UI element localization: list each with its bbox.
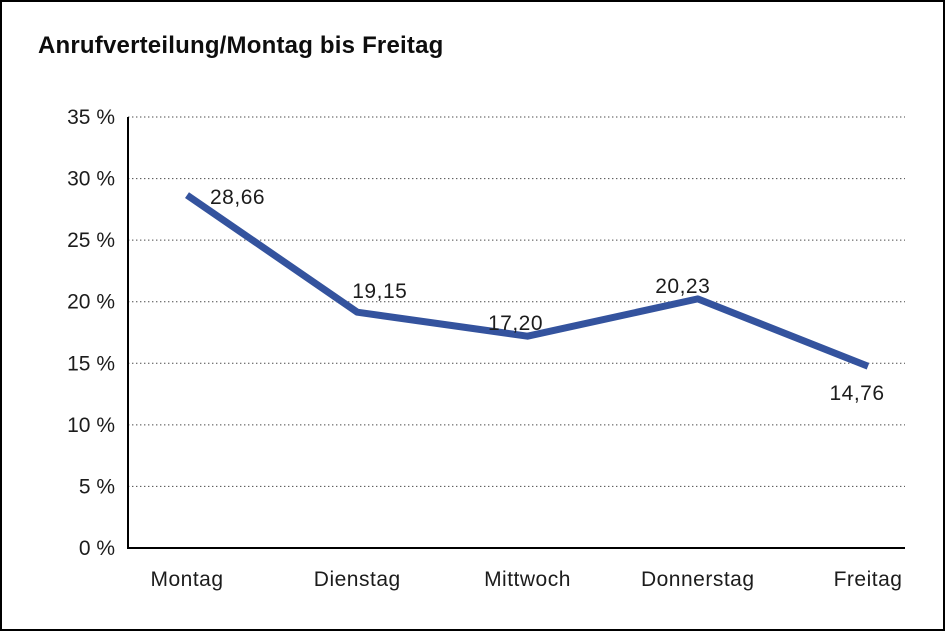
point-label: 28,66: [210, 186, 265, 209]
x-tick-label: Mittwoch: [484, 568, 571, 591]
point-label: 19,15: [352, 280, 407, 303]
x-tick-label: Dienstag: [314, 568, 401, 591]
y-tick-label: 5 %: [79, 475, 115, 498]
y-tick-label: 30 %: [67, 168, 115, 191]
y-tick-label: 15 %: [67, 352, 115, 375]
point-label: 20,23: [655, 275, 710, 298]
y-tick-label: 0 %: [79, 537, 115, 560]
x-tick-label: Freitag: [834, 568, 903, 591]
point-label: 17,20: [488, 312, 543, 335]
data-line: [185, 192, 870, 370]
chart-title: Anrufverteilung/Montag bis Freitag: [38, 32, 444, 59]
y-tick-label: 35 %: [67, 106, 115, 129]
point-label: 14,76: [829, 382, 884, 405]
y-tick-label: 10 %: [67, 414, 115, 437]
y-tick-label: 20 %: [67, 291, 115, 314]
y-tick-label: 25 %: [67, 229, 115, 252]
x-tick-label: Donnerstag: [641, 568, 755, 591]
x-tick-label: Montag: [150, 568, 223, 591]
